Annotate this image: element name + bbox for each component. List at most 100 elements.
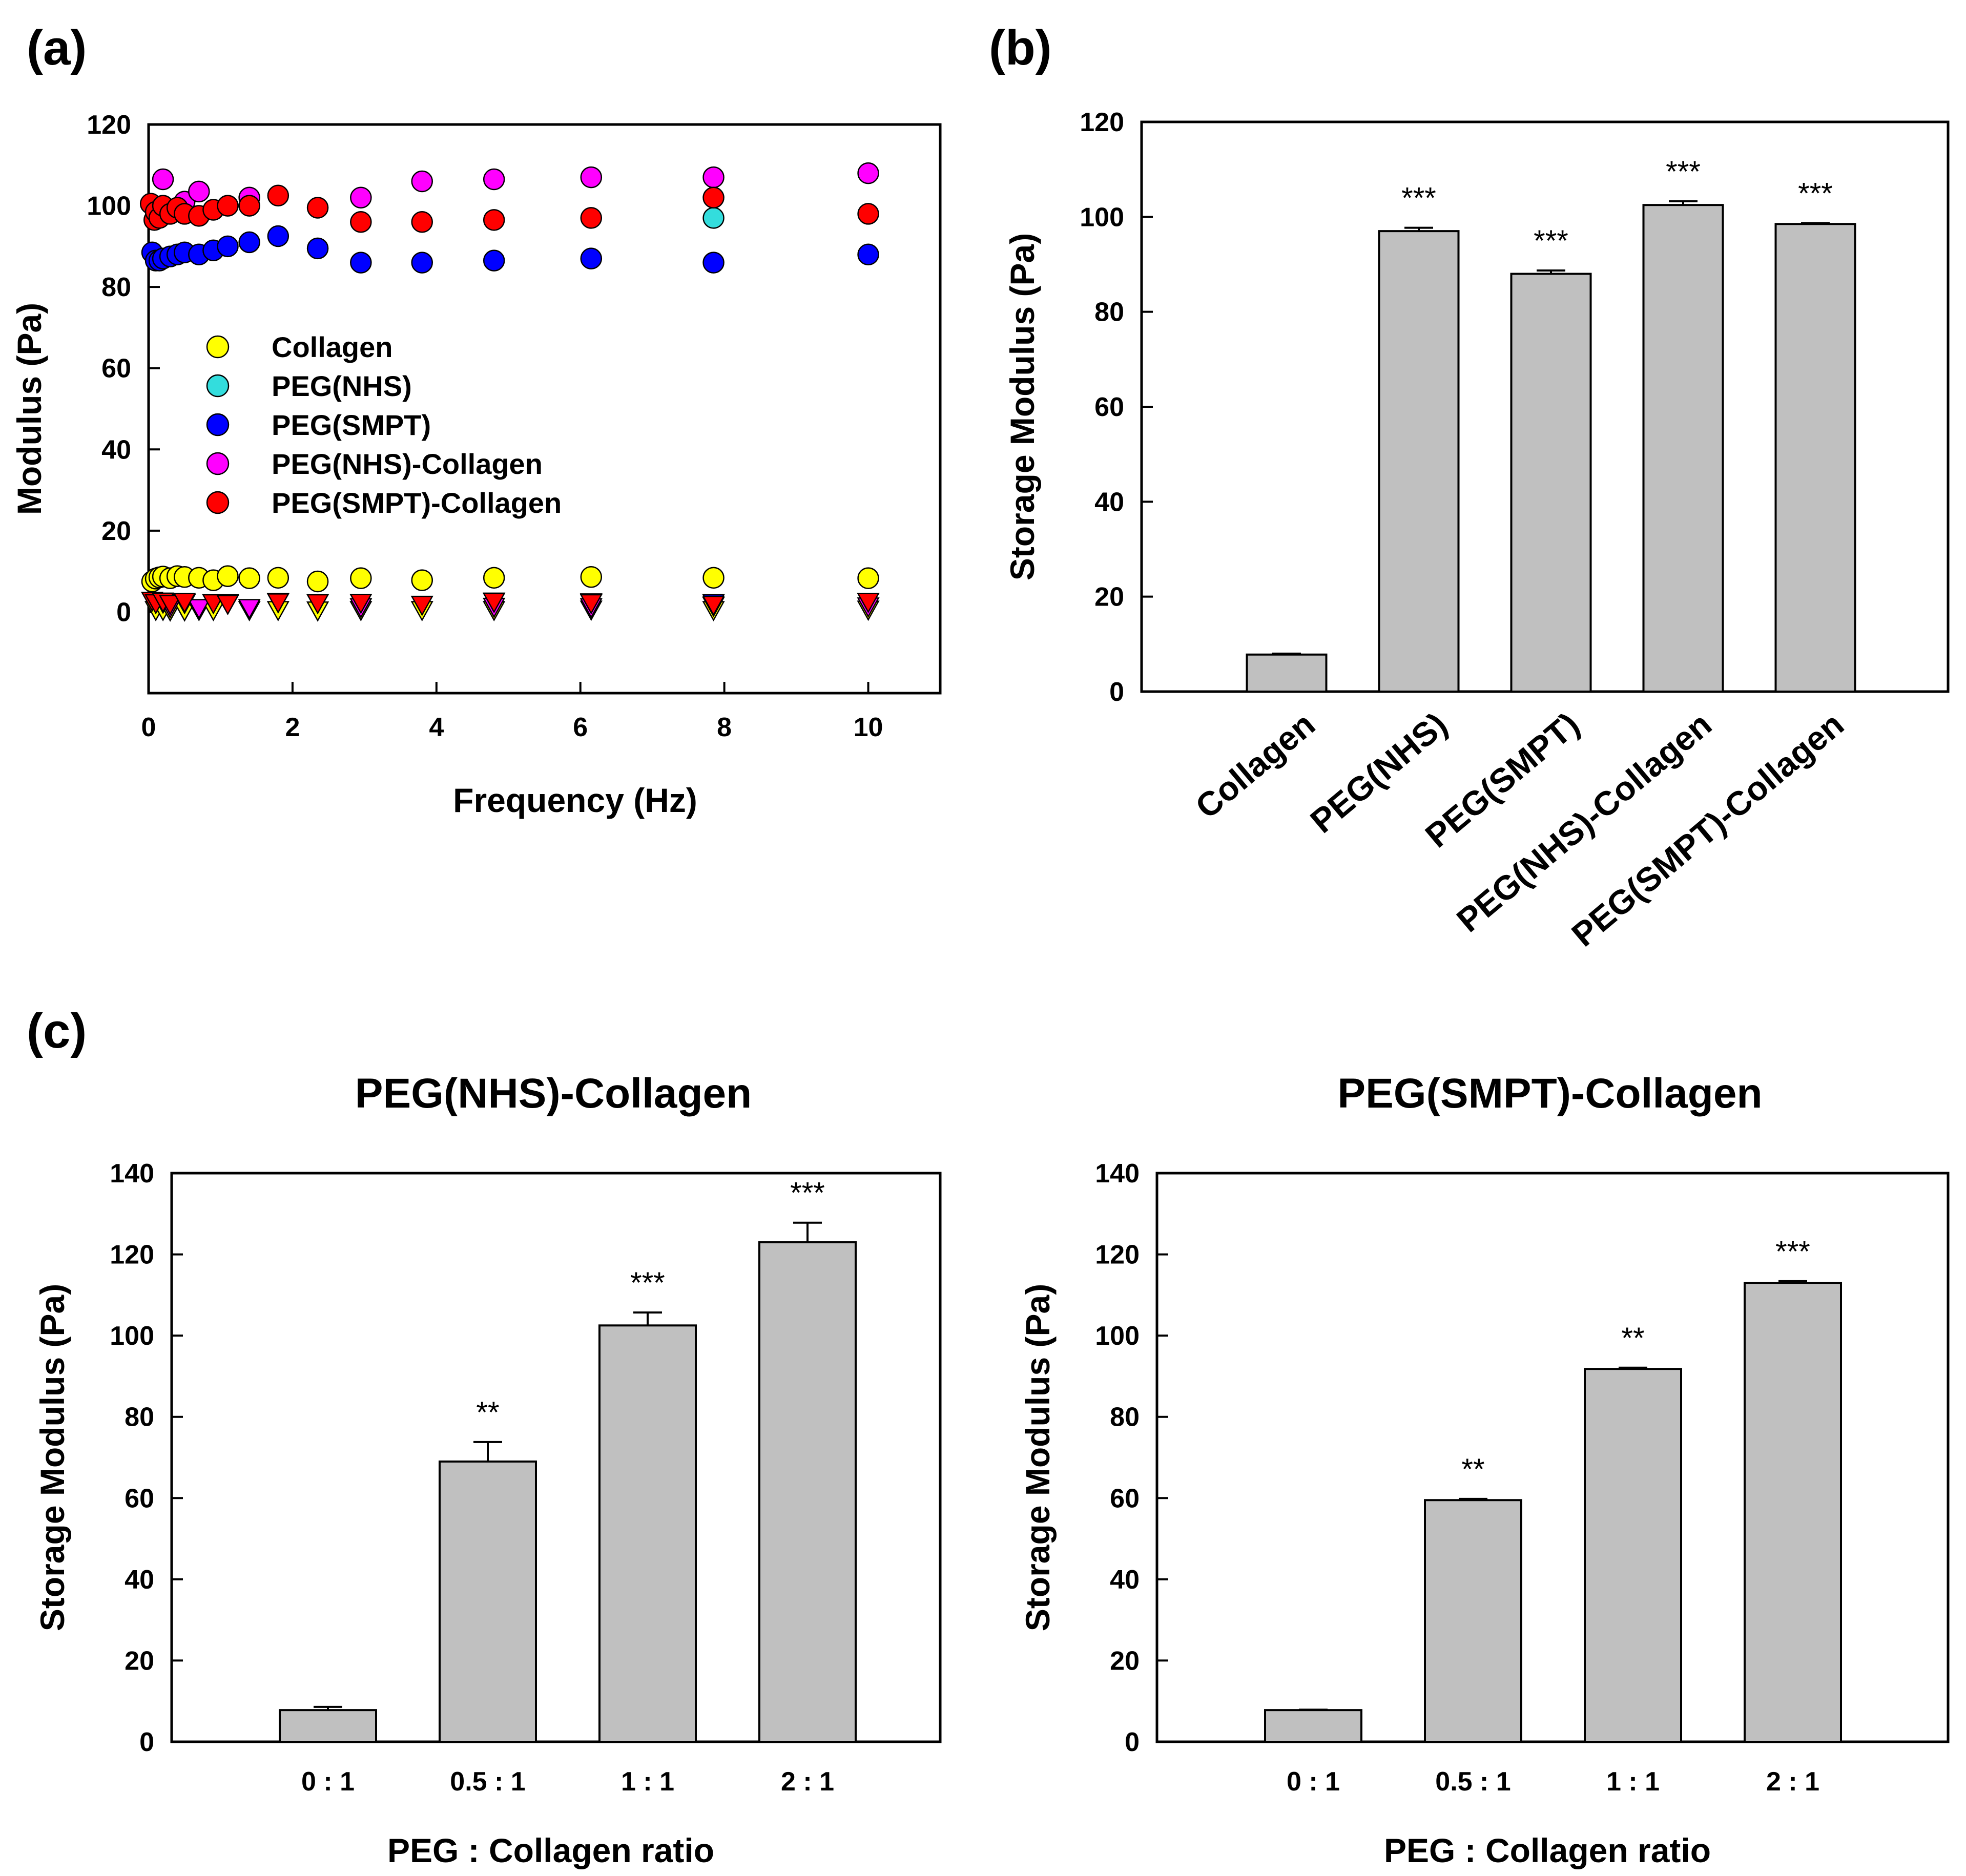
a-legend-label: PEG(SMPT) xyxy=(272,409,431,441)
a-legend-marker xyxy=(206,335,230,359)
a-loss-point-peg-smpt-collagen xyxy=(857,593,880,614)
a-storage-point-peg-smpt-collagen xyxy=(306,197,329,219)
c1-bar xyxy=(598,1324,697,1743)
c2-error-bar xyxy=(1619,1366,1647,1369)
c2-y-tick-label: 20 xyxy=(1110,1646,1140,1676)
a-loss-point-peg-smpt-collagen xyxy=(216,595,239,616)
c1-error-bar xyxy=(314,1705,342,1711)
a-y-tick-label: 40 xyxy=(101,435,131,465)
a-storage-point-peg-smpt-collagen xyxy=(580,207,603,229)
a-storage-point-peg-smpt-collagen xyxy=(702,186,725,209)
c2-y-tick-label: 40 xyxy=(1110,1565,1140,1595)
c1-y-tick-label: 40 xyxy=(125,1565,154,1595)
a-storage-point-collagen xyxy=(217,565,239,587)
b-y-tick-label: 60 xyxy=(1094,392,1124,422)
b-y-tick-label: 40 xyxy=(1094,487,1124,517)
b-error-bar xyxy=(1404,226,1433,232)
a-storage-point-peg-smpt-collagen xyxy=(217,195,239,217)
a-storage-point-peg-nhs-collagen xyxy=(483,168,505,191)
c1-x-axis-title: PEG : Collagen ratio xyxy=(387,1831,714,1869)
c2-plot-frame xyxy=(1155,1172,1950,1743)
b-y-tick-label: 0 xyxy=(1109,677,1124,707)
c2-bar xyxy=(1744,1282,1842,1743)
a-y-tick-label: 20 xyxy=(101,516,131,546)
c1-y-tick-label: 0 xyxy=(139,1727,154,1757)
c1-x-tick-label: 2 : 1 xyxy=(781,1767,834,1797)
a-storage-point-collagen xyxy=(702,567,725,589)
c1-y-tick-label: 120 xyxy=(110,1240,154,1270)
b-error-bar xyxy=(1801,222,1830,224)
b-significance-label: *** xyxy=(1401,182,1436,215)
a-storage-point-collagen xyxy=(238,567,260,589)
a-y-tick-label: 120 xyxy=(87,110,131,140)
a-loss-point-peg-smpt-collagen xyxy=(580,594,603,615)
a-loss-point-peg-smpt-collagen xyxy=(159,595,182,616)
c1-bar xyxy=(279,1709,377,1743)
a-loss-point-peg-smpt-collagen xyxy=(349,593,372,614)
c2-y-tick-label: 0 xyxy=(1125,1727,1140,1757)
a-storage-point-collagen xyxy=(411,569,433,591)
a-x-tick-label: 6 xyxy=(573,713,588,742)
a-y-tick-label: 80 xyxy=(101,273,131,302)
c2-x-tick-label: 0.5 : 1 xyxy=(1435,1767,1510,1797)
b-error-bar xyxy=(1537,269,1565,274)
c1-y-tick-label: 140 xyxy=(110,1159,154,1189)
a-loss-point-peg-smpt-collagen xyxy=(202,594,225,615)
a-storage-point-peg-smpt-collagen xyxy=(267,184,289,206)
a-storage-point-collagen xyxy=(483,567,505,589)
a-storage-point-peg-smpt xyxy=(580,247,603,269)
c2-x-tick-label: 1 : 1 xyxy=(1606,1767,1660,1797)
a-legend-label: Collagen xyxy=(272,331,392,363)
c1-error-bar xyxy=(793,1221,822,1242)
a-storage-point-peg-smpt xyxy=(217,235,239,258)
c2-y-tick-label: 60 xyxy=(1110,1484,1140,1513)
a-storage-point-peg-nhs-collagen xyxy=(411,170,433,193)
a-storage-point-peg-smpt xyxy=(483,249,505,272)
c1-x-tick-label: 1 : 1 xyxy=(621,1767,674,1797)
a-legend-label: PEG(SMPT)-Collagen xyxy=(272,487,562,519)
a-x-tick-label: 8 xyxy=(717,713,732,742)
b-bar xyxy=(1510,273,1592,693)
a-storage-point-peg-smpt-collagen xyxy=(483,209,505,231)
a-storage-point-peg-nhs-collagen xyxy=(857,162,879,184)
c1-chart-title: PEG(NHS)-Collagen xyxy=(355,1070,752,1117)
a-storage-point-peg-smpt-collagen xyxy=(411,211,433,233)
a-x-tick-label: 0 xyxy=(141,713,156,742)
b-error-bar xyxy=(1272,652,1301,655)
b-bar xyxy=(1642,204,1724,693)
a-x-tick-label: 2 xyxy=(285,713,300,742)
c1-error-bar xyxy=(473,1441,502,1462)
a-loss-point-peg-nhs-collagen xyxy=(188,599,211,620)
c2-significance-label: ** xyxy=(1621,1322,1644,1355)
a-storage-point-peg-smpt-collagen xyxy=(238,195,260,217)
a-legend-marker xyxy=(206,452,230,475)
a-storage-point-peg-smpt xyxy=(267,225,289,247)
a-storage-point-collagen xyxy=(580,566,603,588)
a-y-tick-label: 0 xyxy=(116,597,131,627)
c2-bar xyxy=(1584,1368,1682,1743)
a-legend-label: PEG(NHS)-Collagen xyxy=(272,448,543,480)
a-storage-point-peg-smpt xyxy=(857,243,879,265)
a-storage-point-peg-nhs-collagen xyxy=(702,166,725,189)
panel-label-b: (b) xyxy=(989,20,1052,75)
a-storage-point-peg-smpt xyxy=(702,252,725,274)
c1-bar xyxy=(439,1460,537,1743)
a-loss-point-peg-nhs-collagen xyxy=(238,599,261,620)
a-loss-point-peg-smpt-collagen xyxy=(306,594,329,615)
a-storage-point-collagen xyxy=(306,570,329,593)
c2-error-bar xyxy=(1459,1497,1487,1500)
a-legend-marker xyxy=(206,413,230,436)
c2-y-tick-label: 140 xyxy=(1095,1159,1140,1189)
chart-c1: 0 20 40 60 80 100 120 140 Storage Modulus (Pa) 0 … xyxy=(33,1070,942,1869)
a-plot-frame xyxy=(147,123,942,695)
a-loss-point-peg-smpt-collagen xyxy=(483,593,506,614)
a-storage-point-peg-nhs xyxy=(702,207,725,229)
a-y-axis-title: Modulus (Pa) xyxy=(10,303,48,515)
c1-y-tick-label: 100 xyxy=(110,1321,154,1351)
c2-x-tick-label: 2 : 1 xyxy=(1766,1767,1819,1797)
b-y-axis-title: Storage Modulus (Pa) xyxy=(1003,233,1041,580)
a-loss-point-peg-smpt-collagen xyxy=(702,595,725,616)
a-storage-point-peg-smpt xyxy=(238,231,260,254)
a-x-axis-title: Frequency (Hz) xyxy=(453,781,697,819)
